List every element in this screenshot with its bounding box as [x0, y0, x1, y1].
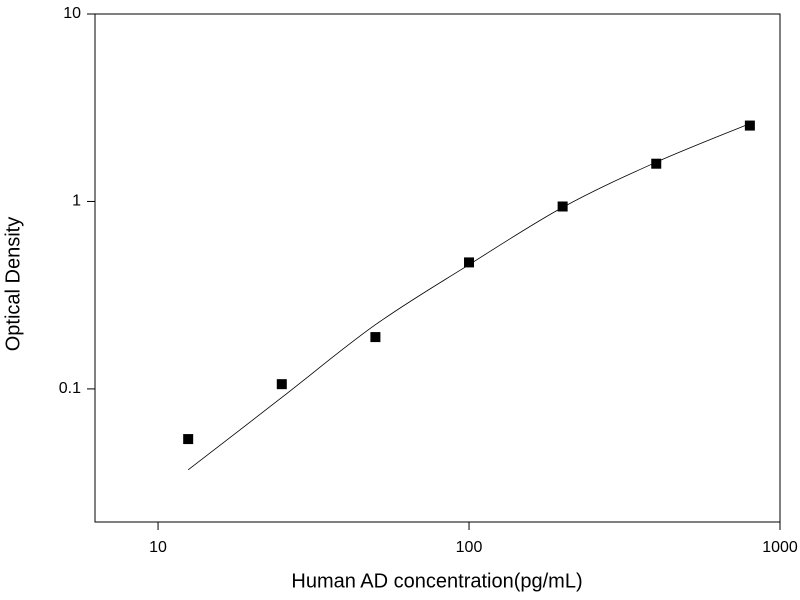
- data-point: [744, 120, 755, 131]
- x-tick-label: 1000: [762, 539, 798, 556]
- data-point: [557, 201, 568, 212]
- y-axis-title: Optical Density: [2, 217, 24, 352]
- x-axis-title: Human AD concentration(pg/mL): [291, 570, 582, 592]
- plot-frame: [94, 13, 781, 523]
- y-tick-label: 1: [72, 193, 81, 210]
- x-tick-label: 100: [456, 539, 483, 556]
- fit-curve: [187, 123, 751, 471]
- y-tick-label: 0.1: [59, 380, 81, 397]
- data-point: [276, 379, 287, 390]
- y-tick-label: 10: [63, 5, 81, 22]
- x-tick-label: 10: [149, 539, 167, 556]
- data-point: [183, 434, 194, 445]
- data-point: [370, 332, 381, 343]
- data-point: [464, 257, 475, 268]
- data-point: [651, 158, 662, 169]
